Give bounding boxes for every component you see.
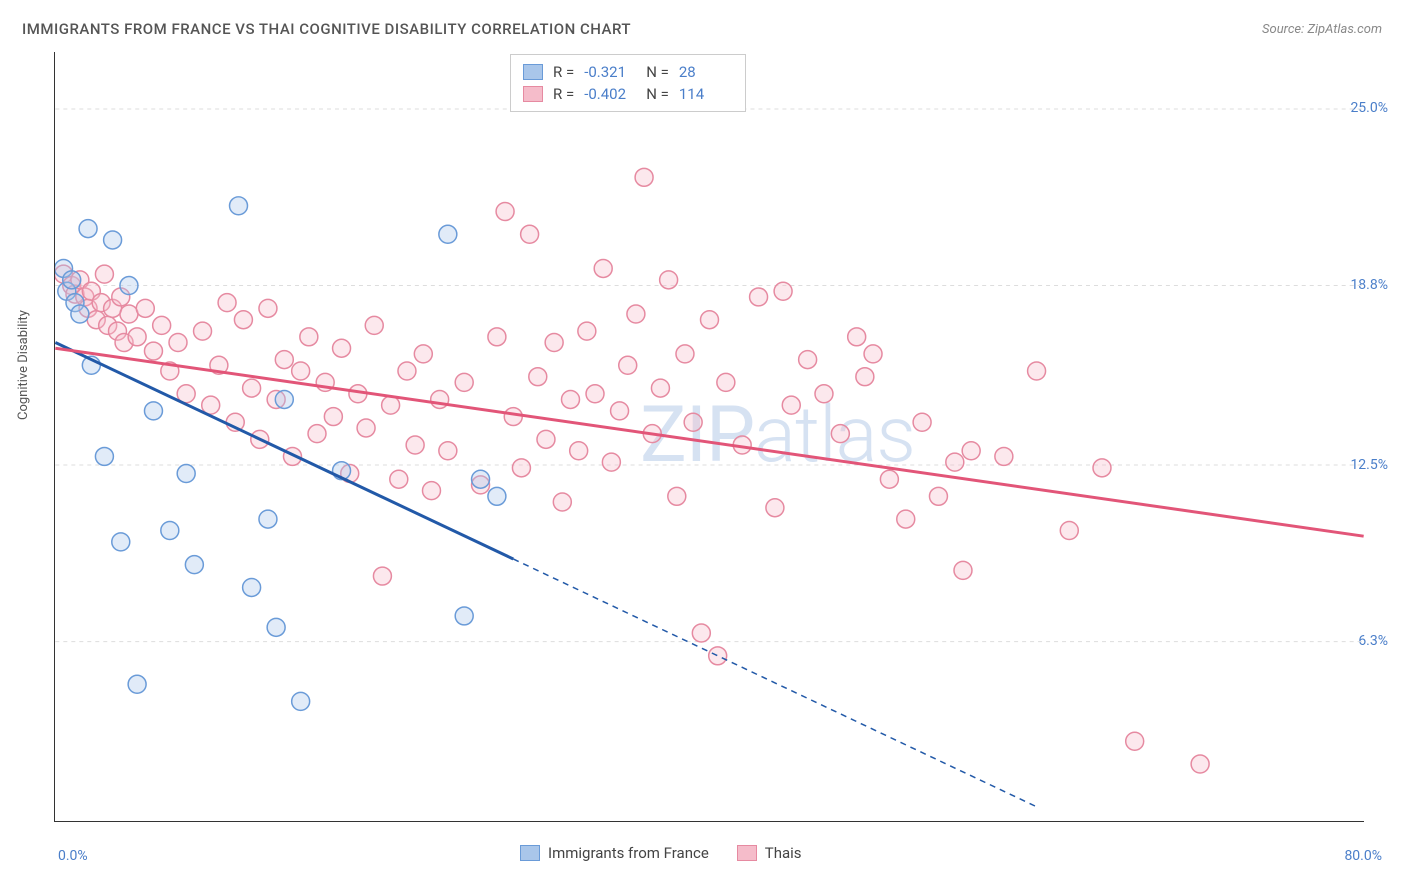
stat-label-n: N = (646, 83, 669, 105)
stat-label-r: R = (553, 61, 574, 83)
source-attribution: Source: ZipAtlas.com (1262, 22, 1382, 37)
legend-item-series-1: Immigrants from France (520, 844, 709, 862)
correlation-legend-box: R = -0.321 N = 28 R = -0.402 N = 114 (510, 54, 746, 112)
swatch-series-2 (523, 86, 543, 102)
stat-label-r: R = (553, 83, 574, 105)
scatter-plot-svg (55, 52, 1364, 821)
chart-title: IMMIGRANTS FROM FRANCE VS THAI COGNITIVE… (22, 20, 631, 38)
series-2-name: Thais (765, 844, 802, 862)
legend-row-series-2: R = -0.402 N = 114 (523, 83, 731, 105)
chart-plot-area (54, 52, 1364, 822)
swatch-series-2-bottom (737, 845, 757, 861)
series-legend-bottom: Immigrants from France Thais (520, 844, 802, 862)
source-prefix: Source: (1262, 22, 1307, 37)
stat-r-series-1: -0.321 (584, 61, 636, 83)
stat-n-series-1: 28 (679, 61, 731, 83)
stat-r-series-2: -0.402 (584, 83, 636, 105)
stat-n-series-2: 114 (679, 83, 731, 105)
y-axis-label: Cognitive Disability (16, 310, 31, 420)
x-axis-max-label: 80.0% (1344, 848, 1382, 864)
swatch-series-1-bottom (520, 845, 540, 861)
legend-item-series-2: Thais (737, 844, 802, 862)
x-axis-min-label: 0.0% (58, 848, 88, 864)
swatch-series-1 (523, 64, 543, 80)
source-name: ZipAtlas.com (1307, 22, 1382, 37)
legend-row-series-1: R = -0.321 N = 28 (523, 61, 731, 83)
series-1-name: Immigrants from France (548, 844, 709, 862)
stat-label-n: N = (646, 61, 669, 83)
